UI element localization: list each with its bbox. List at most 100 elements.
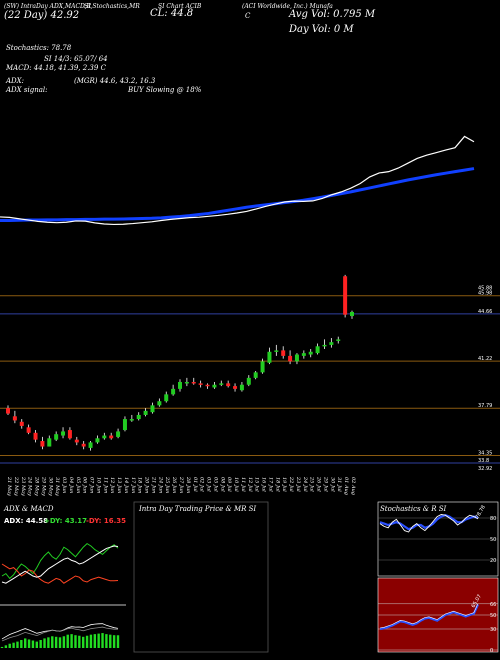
macd-histogram-bar xyxy=(43,638,46,648)
candle-body xyxy=(88,442,93,448)
adx-line xyxy=(1,545,119,584)
minus-di-line xyxy=(1,563,119,584)
date-tick-label: 20 Jun xyxy=(144,476,150,493)
date-tick-label: 05 Jun xyxy=(75,477,81,493)
header-title-3: SI Chart ACIB xyxy=(158,3,202,10)
buy-signal: BUY Slowing @ 18% xyxy=(128,86,202,94)
macd-histogram-bar xyxy=(39,640,42,648)
date-tick-label: 28 May xyxy=(34,476,40,496)
candle-body xyxy=(343,276,348,315)
macd-histogram-bar xyxy=(93,634,96,648)
macd-histogram-bar xyxy=(116,635,120,648)
macd-histogram-bar xyxy=(20,640,23,648)
candle-body xyxy=(47,438,52,447)
close-prefix: C xyxy=(245,12,251,20)
candle-body xyxy=(246,377,251,385)
stochastics-readout: Stochastics: 78.78 xyxy=(6,44,72,52)
adx-macd-panel: ADX: 44.58+DY: 43.17-DY: 16.35 xyxy=(0,517,126,648)
date-tick-label: 02 Jul xyxy=(199,477,205,492)
macd-histogram-bar xyxy=(58,637,62,648)
candle-body xyxy=(308,351,313,355)
date-tick-label: 22 May xyxy=(13,476,19,496)
date-tick-label: 25 Jul xyxy=(309,476,315,492)
plus-di-line xyxy=(1,542,119,580)
macd-histogram-bar xyxy=(78,635,81,648)
candle-body xyxy=(253,372,258,378)
date-tick-label: 04 Jun xyxy=(68,477,74,493)
date-tick-label: 22 Jul xyxy=(288,476,294,492)
candle-body xyxy=(81,443,86,447)
date-tick-label: 30 May xyxy=(47,477,53,496)
adx-legend-label: +DY: 43.17 xyxy=(44,517,87,525)
candle-body xyxy=(329,342,334,345)
macd-histogram-bar xyxy=(85,635,89,648)
candle-body xyxy=(184,381,189,384)
candle-body xyxy=(219,383,224,385)
candle-body xyxy=(322,344,327,347)
level-label: 45.98 xyxy=(478,291,492,297)
date-tick-label: 29 Jul xyxy=(322,476,328,492)
slow-moving-average-line xyxy=(0,167,475,222)
stochastic-k-line xyxy=(379,514,479,533)
candle-body xyxy=(67,430,72,439)
period-label: (22 Day) 42.92 xyxy=(4,10,80,21)
level-label: 41.22 xyxy=(478,356,492,362)
candle-body xyxy=(122,419,127,431)
stochastics-tick: 20 xyxy=(490,558,496,564)
adx-panel-title: ADX & MACD xyxy=(4,505,54,513)
date-tick-label: 05 Jul xyxy=(212,477,218,492)
candle-body xyxy=(54,434,59,440)
candle-body xyxy=(294,354,299,362)
date-tick-label: 09 Jul xyxy=(226,477,232,492)
date-tick-label: 17 Jun xyxy=(130,477,136,493)
candle-body xyxy=(129,419,134,421)
date-tick-label: 24 Jun xyxy=(157,476,163,493)
mgr-readout: (MGR) 44.6, 43.2, 16.3 xyxy=(74,77,156,85)
stochastics-tick: 80 xyxy=(490,516,496,522)
day-volume: Day Vol: 0 M xyxy=(289,24,354,35)
candle-body xyxy=(26,427,31,433)
date-tick-label: 06 Jun xyxy=(82,477,88,493)
candle-body xyxy=(212,384,217,388)
close-price: CL: 44.8 xyxy=(150,8,194,19)
candle-body xyxy=(157,401,162,406)
candle-body xyxy=(288,355,293,362)
si-readout: SI 14/3: 65.07/ 64 xyxy=(44,55,108,63)
macd-histogram-bar xyxy=(54,636,58,648)
date-tick-label: 01 Jul xyxy=(192,477,198,492)
adx-legend-label: -DY: 16.35 xyxy=(86,517,126,525)
candle-body xyxy=(178,381,182,389)
avg-volume: Avg Vol: 0.795 M xyxy=(289,9,376,20)
date-tick-label: 16 Jul xyxy=(261,477,267,492)
date-tick-label: 26 Jun xyxy=(171,476,177,493)
rsi-overlay-line xyxy=(379,603,479,629)
date-tick-label: 01 Aug xyxy=(343,477,349,495)
macd-histogram-bar xyxy=(66,634,69,648)
rsi-tick: 66 xyxy=(490,602,496,608)
intraday-panel xyxy=(133,501,269,653)
macd-histogram-bar xyxy=(109,634,112,648)
macd-histogram-bar xyxy=(101,633,104,648)
macd-histogram-bar xyxy=(112,635,116,648)
macd-histogram-bar xyxy=(97,633,100,648)
candle-body xyxy=(171,388,176,395)
date-tick-label: 29 May xyxy=(40,476,46,496)
date-tick-label: 11 Jun xyxy=(102,477,108,493)
macd-histogram-bar xyxy=(62,636,66,648)
date-tick-label: 24 Jul xyxy=(302,476,308,492)
adx-legend-label: ADX: 44.58 xyxy=(4,517,48,525)
level-label: 44.66 xyxy=(478,309,492,315)
macd-histogram-bar xyxy=(4,645,8,648)
macd-histogram-bar xyxy=(70,634,73,648)
date-tick-label: 26 Jul xyxy=(316,476,322,492)
macd-histogram-bar xyxy=(74,635,77,648)
date-tick-label: 08 Jul xyxy=(219,477,225,492)
candle-body xyxy=(102,435,107,439)
macd-histogram-bar xyxy=(82,636,85,648)
macd-signal-line xyxy=(1,626,119,642)
candle-body xyxy=(233,386,238,389)
main-price-chart: 45.98 44.66 41.22 37.79 34.35 33.8 45.88 32.92 xyxy=(0,135,500,472)
macd-histogram-bar xyxy=(0,646,4,648)
date-tick-label: 21 Jun xyxy=(150,476,156,493)
macd-histogram-bar xyxy=(8,643,11,648)
